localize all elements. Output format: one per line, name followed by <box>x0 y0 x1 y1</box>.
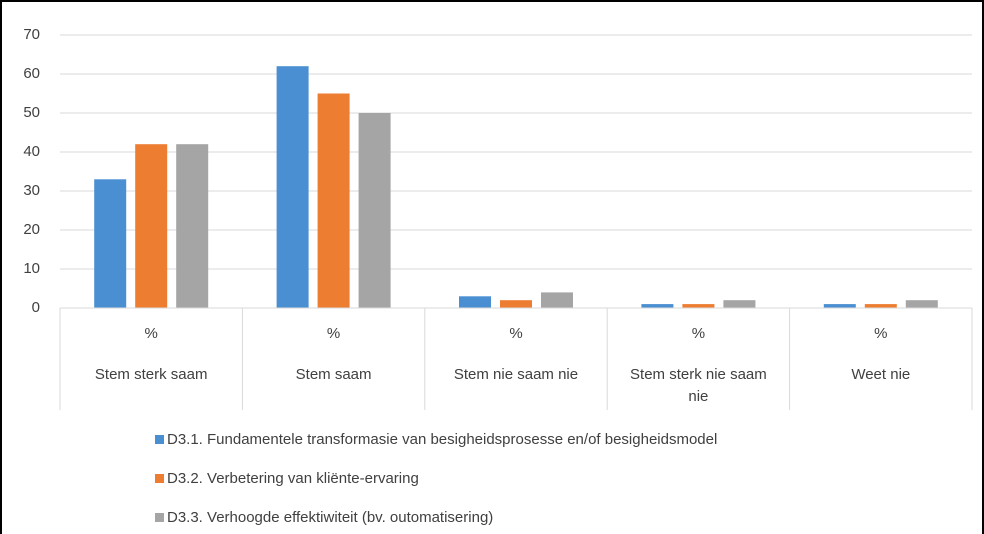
bar <box>864 304 897 308</box>
legend-swatch <box>155 513 164 522</box>
bar <box>682 304 715 308</box>
y-tick-label: 10 <box>23 260 40 277</box>
bar <box>641 304 674 308</box>
y-tick-label: 30 <box>23 182 40 199</box>
legend-label: D3.1. Fundamentele transformasie van bes… <box>167 431 717 448</box>
x-group-label: Stem saam <box>295 366 372 383</box>
bar <box>135 144 168 308</box>
x-group-label: Stem sterk saam <box>94 366 208 383</box>
x-group-label: Stem nie saam nie <box>453 366 579 383</box>
bar <box>500 300 532 308</box>
y-tick-label: 40 <box>23 143 40 160</box>
legend-label: D3.3. Verhoogde effektiwiteit (bv. outom… <box>167 509 493 526</box>
y-tick-label: 60 <box>23 65 40 82</box>
bar <box>541 292 573 308</box>
x-tick-label: % <box>145 325 158 342</box>
x-tick-label: % <box>692 325 705 342</box>
legend-swatch <box>155 435 164 444</box>
bar <box>176 144 209 308</box>
legend-swatch <box>155 474 164 483</box>
bar <box>317 93 350 308</box>
bar <box>276 66 309 308</box>
y-tick-label: 70 <box>23 26 40 43</box>
bar <box>723 300 756 308</box>
y-tick-label: 20 <box>23 221 40 238</box>
x-tick-label: % <box>874 325 887 342</box>
bar <box>823 304 856 308</box>
bar <box>905 300 938 308</box>
y-tick-label: 50 <box>23 104 40 121</box>
legend-label: D3.2. Verbetering van kliënte-ervaring <box>167 470 419 487</box>
bar <box>358 113 391 308</box>
x-tick-label: % <box>327 325 340 342</box>
x-group-label: Stem sterk nie saam nie <box>630 366 767 405</box>
bar <box>94 179 127 308</box>
x-tick-label: % <box>509 325 522 342</box>
bar <box>459 296 491 308</box>
x-group-label: Weet nie <box>851 366 911 383</box>
y-tick-label: 0 <box>32 299 40 316</box>
